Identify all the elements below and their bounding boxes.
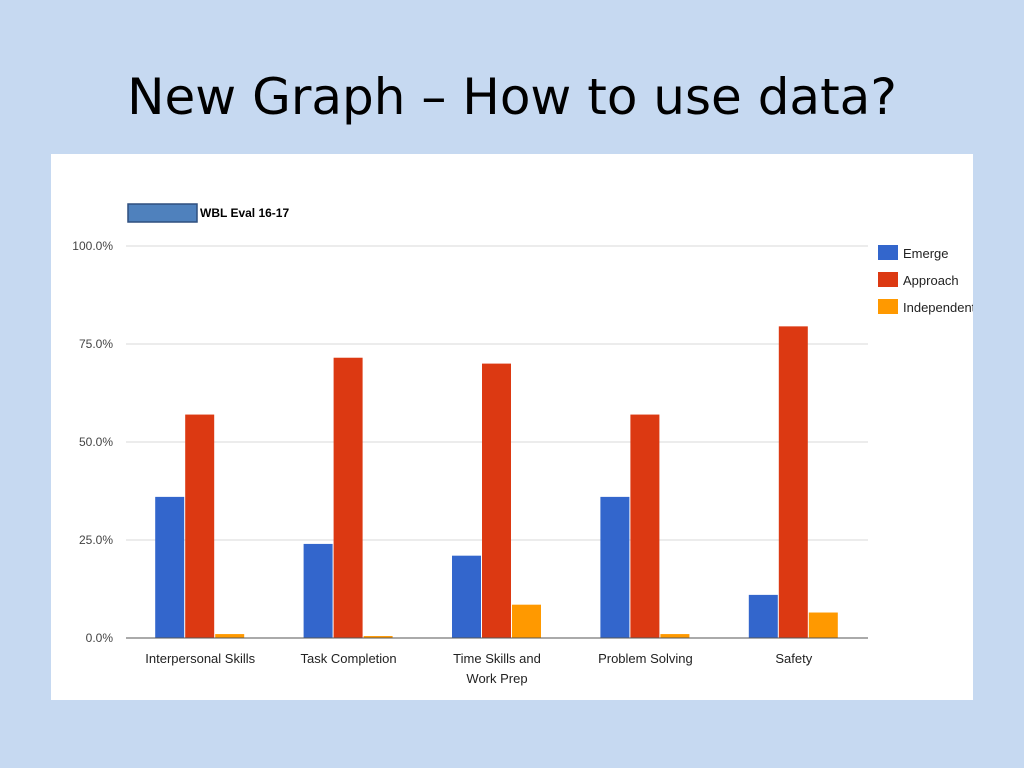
- bar-emerge: [155, 496, 185, 638]
- bar-emerge: [303, 543, 333, 638]
- bar-approach: [333, 357, 363, 638]
- x-category-label: Task Completion: [301, 651, 397, 666]
- legend-swatch: [878, 299, 898, 314]
- bar-emerge: [600, 496, 630, 638]
- bar-approach: [630, 414, 660, 638]
- y-tick-label: 75.0%: [79, 337, 113, 351]
- legend-swatch: [878, 245, 898, 260]
- bar-emerge: [748, 594, 778, 638]
- bar-independent: [660, 634, 690, 638]
- legend-label: Independent: [903, 300, 973, 315]
- y-tick-label: 0.0%: [86, 631, 114, 645]
- bar-independent: [215, 634, 245, 638]
- x-category-label: Time Skills and: [453, 651, 541, 666]
- bar-approach: [482, 363, 511, 638]
- slide-title: New Graph – How to use data?: [127, 68, 897, 126]
- legend-label: Emerge: [903, 246, 949, 261]
- legend: Emerge Approach Independent: [878, 245, 973, 315]
- legend-label: Approach: [903, 273, 959, 288]
- legend-swatch: [878, 272, 898, 287]
- x-category-label: Problem Solving: [598, 651, 693, 666]
- bar-independent: [808, 612, 838, 638]
- x-category-label: Work Prep: [466, 671, 527, 686]
- y-tick-label: 100.0%: [72, 239, 113, 253]
- y-tick-label: 50.0%: [79, 435, 113, 449]
- chart-title-group: WBL Eval 16-17: [127, 203, 289, 223]
- chart-panel: 0.0% 25.0% 50.0% 75.0% 100.0% Interpersonal S…: [51, 154, 973, 700]
- bars: [155, 326, 838, 638]
- bar-independent: [363, 636, 393, 638]
- y-tick-label: 25.0%: [79, 533, 113, 547]
- x-category-label: Safety: [775, 651, 812, 666]
- bar-independent: [512, 604, 541, 638]
- bar-emerge: [452, 555, 481, 638]
- chart-title-box: [127, 203, 198, 223]
- bar-approach: [185, 414, 215, 638]
- chart-title: WBL Eval 16-17: [200, 206, 289, 220]
- x-category-label: Interpersonal Skills: [145, 651, 255, 666]
- labels: 0.0% 25.0% 50.0% 75.0% 100.0% Interpersonal S…: [72, 239, 812, 686]
- bar-approach: [778, 326, 808, 638]
- bar-chart: 0.0% 25.0% 50.0% 75.0% 100.0% Interpersonal S…: [72, 203, 973, 686]
